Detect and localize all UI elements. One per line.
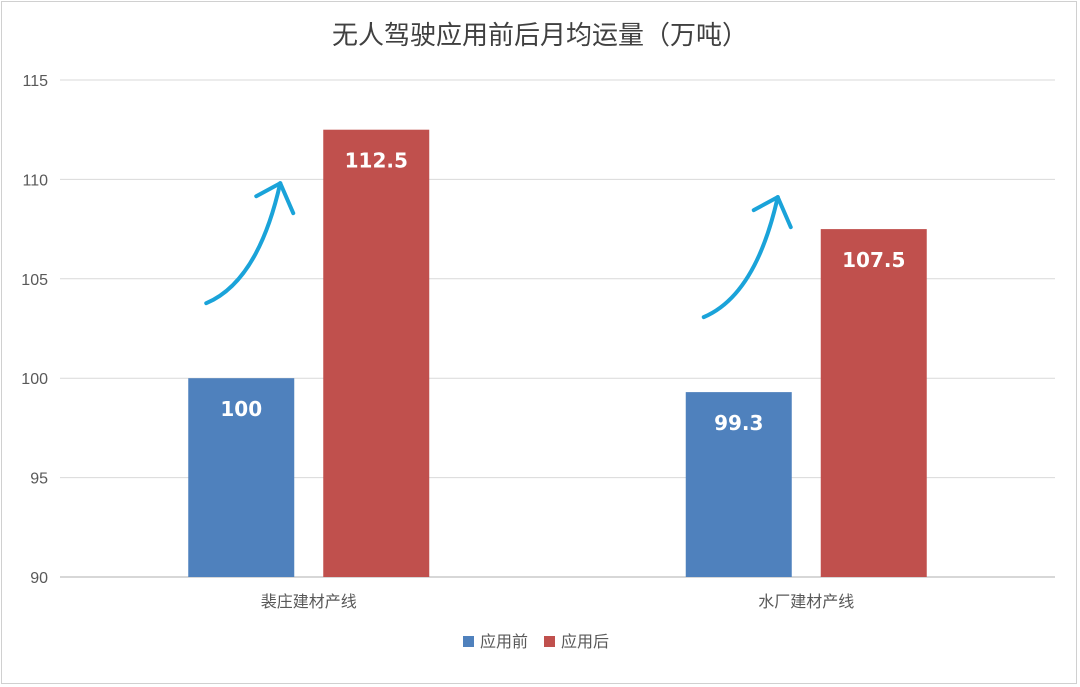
bar-before-1	[188, 378, 295, 577]
bar-after-1	[323, 129, 430, 577]
data-label: 112.5	[345, 149, 408, 173]
y-tick-label: 110	[22, 172, 48, 189]
legend-swatch-after	[544, 636, 555, 647]
data-label: 100	[220, 397, 262, 421]
arrows	[204, 181, 793, 320]
bar-before-2	[685, 392, 792, 577]
y-tick-label: 95	[30, 471, 48, 488]
category-label: 裴庄建材产线	[261, 592, 357, 611]
category-label: 水厂建材产线	[758, 592, 854, 611]
data-labels: 100 112.5 99.3 107.5	[220, 149, 905, 435]
upward-curved-arrow-icon	[701, 195, 793, 320]
legend-swatch-before	[463, 636, 474, 647]
y-tick-label: 115	[22, 73, 48, 90]
data-label: 107.5	[842, 248, 905, 272]
y-axis-ticks: 90 95 100 105 110 115	[21, 73, 48, 587]
bars	[188, 129, 927, 577]
chart-title: 无人驾驶应用前后月均运量（万吨）	[332, 21, 748, 51]
y-tick-label: 100	[21, 371, 48, 388]
upward-curved-arrow-icon	[204, 181, 296, 306]
legend-label: 应用后	[561, 632, 609, 651]
bar-after-2	[820, 229, 927, 577]
data-label: 99.3	[714, 411, 763, 435]
y-tick-label: 105	[21, 272, 48, 289]
y-tick-label: 90	[30, 570, 48, 587]
legend-label: 应用前	[480, 632, 528, 651]
legend: 应用前 应用后	[463, 632, 609, 651]
x-axis-categories: 裴庄建材产线 水厂建材产线	[261, 592, 855, 611]
